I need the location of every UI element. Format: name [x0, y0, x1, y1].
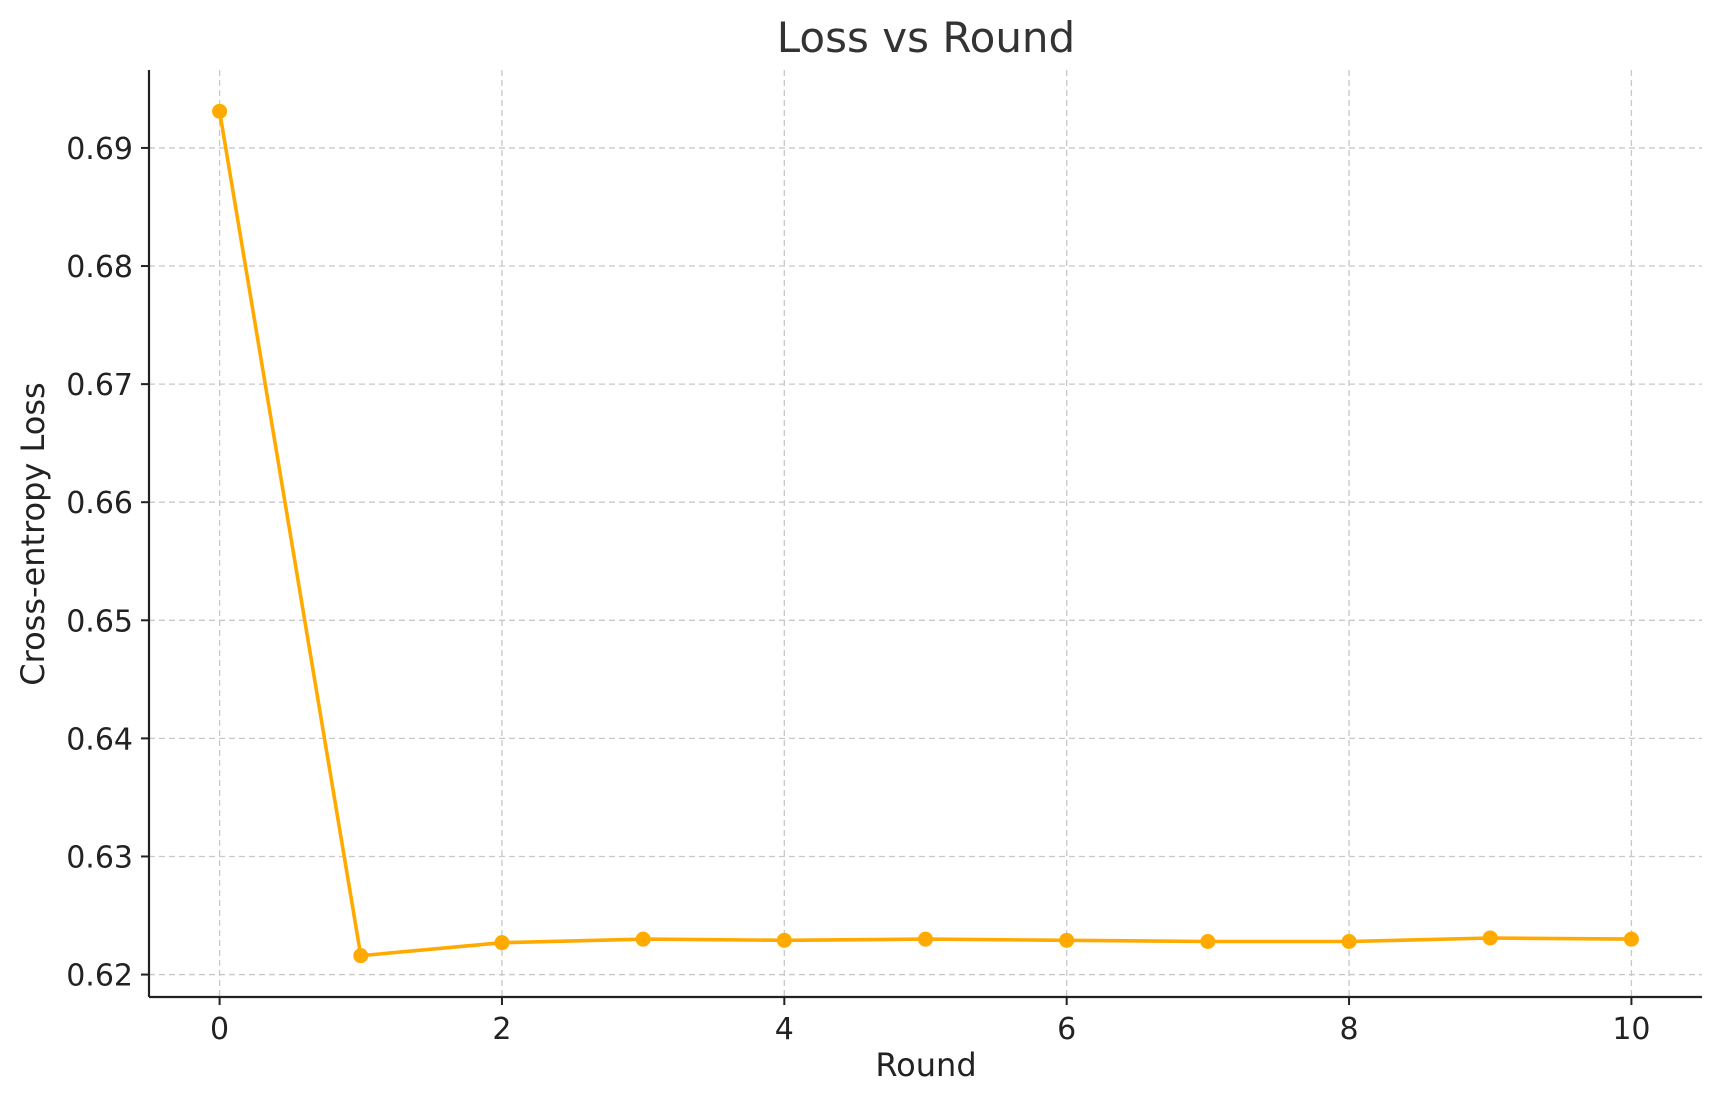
- x-tick-label: 8: [1339, 1012, 1358, 1047]
- y-tick-label: 0.63: [66, 840, 133, 875]
- data-point: [1200, 933, 1216, 949]
- series-line: [217, 111, 1632, 958]
- x-tick-label: 2: [492, 1012, 511, 1047]
- data-point: [776, 932, 792, 948]
- y-tick-label: 0.66: [66, 486, 133, 521]
- y-tick-label: 0.64: [66, 722, 133, 757]
- y-tick-label: 0.67: [66, 368, 133, 403]
- data-point: [1482, 930, 1498, 946]
- y-tick-label: 0.69: [66, 132, 133, 167]
- chart-title: Loss vs Round: [777, 13, 1075, 62]
- grid-lines: [149, 70, 1702, 997]
- data-point: [1623, 931, 1639, 947]
- data-point: [1059, 932, 1075, 948]
- data-point: [494, 935, 510, 951]
- y-tick-label: 0.65: [66, 604, 133, 639]
- y-axis-label: Cross-entropy Loss: [14, 382, 52, 685]
- x-tick-label: 10: [1612, 1012, 1650, 1047]
- data-point: [212, 103, 228, 119]
- series: [212, 103, 1639, 964]
- data-point: [353, 948, 369, 964]
- x-tick-label: 6: [1057, 1012, 1076, 1047]
- x-tick-label: 4: [775, 1012, 794, 1047]
- data-point: [1341, 933, 1357, 949]
- x-axis-label: Round: [875, 1046, 976, 1084]
- y-tick-label: 0.68: [66, 250, 133, 285]
- data-point: [918, 931, 933, 947]
- axes: [141, 70, 1702, 1005]
- y-tick-label: 0.62: [66, 959, 133, 994]
- x-tick-label: 0: [210, 1012, 229, 1047]
- tick-labels: 0 2 4 6 8 10 0.62 0.63 0.64 0.65 0.66 0.67 0.68 0.69: [66, 132, 1650, 1047]
- data-point: [635, 931, 651, 947]
